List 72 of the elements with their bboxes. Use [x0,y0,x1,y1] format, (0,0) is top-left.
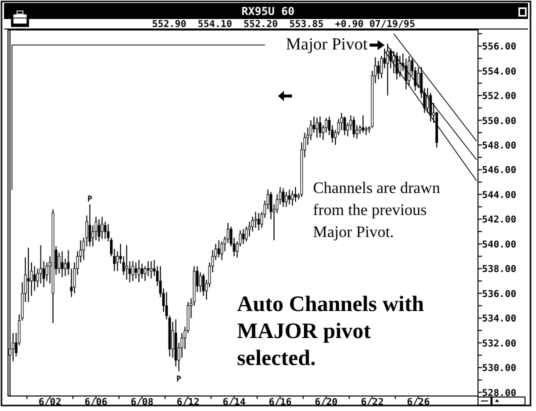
x-tick-label: 6/14 [222,397,246,408]
candlestick [291,190,294,206]
y-tick-label: 538.00 [482,264,517,276]
y-tick-label: 546.00 [482,165,517,176]
chart-subtitle: 552.90 554.10 552.20 553.85 +0.90 07/19/95 [152,19,416,30]
annotation: Auto Channels with MAJOR pivot selected. [237,291,424,370]
x-tick-label: 6/16 [268,397,292,408]
chart-title: RX95U 60 [242,5,294,18]
candlestick [242,228,245,244]
candlestick [352,116,356,138]
candlestick [294,186,297,202]
x-tick-label: 6/12 [176,397,200,408]
candlestick [132,260,134,282]
candlestick [343,116,346,136]
annotation: P [176,374,182,384]
candlestick [340,112,343,131]
candlestick [426,88,429,114]
annotation: P [87,194,92,204]
candlestick [27,247,30,303]
candlestick [58,252,60,274]
candlestick [134,262,138,280]
candlestick [251,216,254,232]
candlestick [140,263,144,280]
candlestick [88,204,92,247]
y-tick-label: 554.00 [482,66,517,78]
y-tick-label: 556.00 [482,42,517,53]
candlestick [104,221,106,240]
candlestick [377,60,380,80]
candlestick [288,189,291,205]
candlestick [404,58,408,90]
candlestick [202,273,205,296]
candlestick [98,218,100,242]
y-tick-label: 542.00 [482,214,517,226]
y-tick-label: 530.00 [482,363,517,374]
x-tick-label: 6/26 [406,397,430,408]
x-tick-label: 6/06 [84,397,108,408]
candlestick [257,212,260,231]
candlestick [60,250,64,278]
candlestick [39,244,42,284]
candlestick [316,117,318,138]
x-tick-label: 6/02 [38,397,62,408]
y-tick-label: 534.00 [482,314,517,325]
candlestick [150,260,153,280]
annotation: Major Pivot [286,34,368,54]
annotation: Channels are drawn from the previous Major Pivot. [313,180,440,241]
y-tick-label: 528.00 [482,388,517,399]
candlestick [285,191,288,208]
candlestick [318,116,322,138]
candlestick [362,114,364,134]
candlestick [33,266,36,292]
candlestick [12,332,14,362]
y-tick-label: 552.00 [482,91,517,102]
x-tick-label: 6/08 [130,397,154,408]
candlestick [312,116,316,134]
candlestick [310,120,312,141]
candlestick [138,259,140,283]
y-tick-label: 548.00 [482,140,517,152]
candlestick [217,240,220,258]
candlestick [282,188,285,208]
candlestick [199,272,202,293]
y-tick-label: 540.00 [482,239,517,250]
x-tick-label: 6/22 [360,397,384,408]
candlestick [220,240,224,260]
y-tick-label: 532.00 [482,338,517,350]
candlestick [64,258,67,277]
x-tick-label: 6/20 [314,397,338,408]
y-tick-label: 550.00 [482,116,517,127]
candlestick [100,216,104,240]
y-tick-label: 544.00 [482,190,517,201]
candlestick [408,55,410,86]
candlestick [125,244,128,280]
y-tick-label: 536.00 [482,288,517,300]
